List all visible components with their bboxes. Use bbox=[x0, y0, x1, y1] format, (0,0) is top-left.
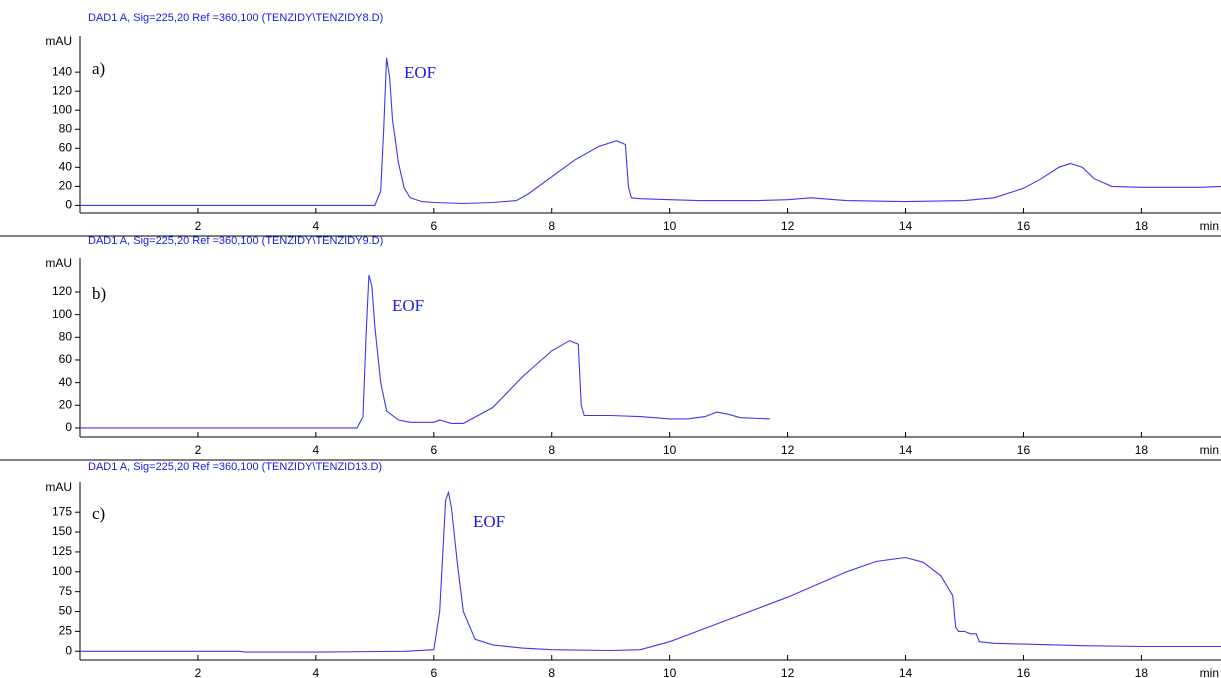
x-tick-label: 2 bbox=[195, 666, 202, 678]
x-tick-label: 6 bbox=[430, 219, 437, 233]
x-tick-label: 16 bbox=[1017, 219, 1031, 233]
trace bbox=[80, 57, 1221, 206]
y-tick-label: 100 bbox=[52, 102, 72, 116]
x-tick-label: 14 bbox=[899, 219, 913, 233]
trace bbox=[80, 490, 1221, 653]
peak-annotation: EOF bbox=[404, 63, 436, 82]
x-tick-label: 18 bbox=[1135, 443, 1149, 457]
trace bbox=[80, 274, 770, 429]
panel-title: DAD1 A, Sig=225,20 Ref =360,100 (TENZIDY… bbox=[88, 12, 383, 24]
y-tick-label: 120 bbox=[52, 284, 72, 298]
y-tick-label: 20 bbox=[59, 179, 73, 193]
y-axis-label: mAU bbox=[45, 34, 72, 48]
y-tick-label: 60 bbox=[59, 352, 73, 366]
x-axis-label: min bbox=[1200, 443, 1219, 457]
y-tick-label: 40 bbox=[59, 375, 73, 389]
x-tick-label: 10 bbox=[663, 443, 677, 457]
peak-annotation: EOF bbox=[473, 512, 505, 531]
panel-label: c) bbox=[92, 504, 105, 523]
y-tick-label: 80 bbox=[59, 329, 73, 343]
x-tick-label: 2 bbox=[195, 219, 202, 233]
x-tick-label: 12 bbox=[781, 219, 795, 233]
panel-label: b) bbox=[92, 284, 106, 303]
x-axis-label: min bbox=[1200, 219, 1219, 233]
y-tick-label: 50 bbox=[59, 604, 73, 618]
x-tick-label: 12 bbox=[781, 666, 795, 678]
y-tick-label: 175 bbox=[52, 504, 72, 518]
panel-title: DAD1 A, Sig=225,20 Ref =360,100 (TENZIDY… bbox=[88, 235, 383, 247]
y-tick-label: 100 bbox=[52, 564, 72, 578]
y-tick-label: 20 bbox=[59, 397, 73, 411]
panel-label: a) bbox=[92, 59, 105, 78]
y-tick-label: 120 bbox=[52, 83, 72, 97]
y-tick-label: 40 bbox=[59, 159, 73, 173]
y-tick-label: 125 bbox=[52, 544, 72, 558]
x-axis-label: min bbox=[1200, 666, 1219, 678]
x-tick-label: 18 bbox=[1135, 666, 1149, 678]
y-tick-label: 60 bbox=[59, 140, 73, 154]
y-tick-label: 150 bbox=[52, 524, 72, 538]
y-tick-label: 140 bbox=[52, 64, 72, 78]
x-tick-label: 8 bbox=[548, 666, 555, 678]
x-tick-label: 4 bbox=[313, 443, 320, 457]
x-tick-label: 4 bbox=[313, 219, 320, 233]
y-tick-label: 75 bbox=[59, 584, 73, 598]
x-tick-label: 16 bbox=[1017, 443, 1031, 457]
y-tick-label: 100 bbox=[52, 307, 72, 321]
y-axis-label: mAU bbox=[45, 256, 72, 270]
x-tick-label: 8 bbox=[548, 443, 555, 457]
x-tick-label: 10 bbox=[663, 219, 677, 233]
peak-annotation: EOF bbox=[392, 296, 424, 315]
x-tick-label: 6 bbox=[430, 666, 437, 678]
y-axis-label: mAU bbox=[45, 480, 72, 494]
y-tick-label: 80 bbox=[59, 121, 73, 135]
x-tick-label: 14 bbox=[899, 666, 913, 678]
x-tick-label: 8 bbox=[548, 219, 555, 233]
x-tick-label: 4 bbox=[313, 666, 320, 678]
x-tick-label: 12 bbox=[781, 443, 795, 457]
y-tick-label: 0 bbox=[65, 420, 72, 434]
y-tick-label: 0 bbox=[65, 643, 72, 657]
x-tick-label: 10 bbox=[663, 666, 677, 678]
x-tick-label: 14 bbox=[899, 443, 913, 457]
x-tick-label: 18 bbox=[1135, 219, 1149, 233]
x-tick-label: 2 bbox=[195, 443, 202, 457]
x-tick-label: 16 bbox=[1017, 666, 1031, 678]
panel-title: DAD1 A, Sig=225,20 Ref =360,100 (TENZIDY… bbox=[88, 461, 382, 473]
y-tick-label: 0 bbox=[65, 198, 72, 212]
y-tick-label: 25 bbox=[59, 624, 73, 638]
x-tick-label: 6 bbox=[430, 443, 437, 457]
